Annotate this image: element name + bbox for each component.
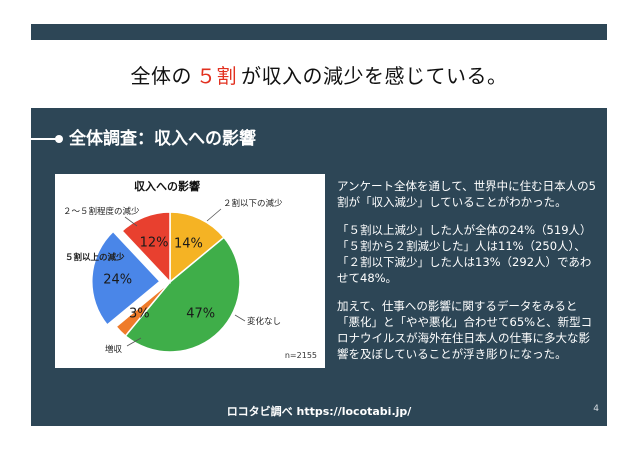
pie-category-label: 増収 <box>105 344 123 355</box>
pie-slice <box>124 236 241 353</box>
headline-accent: ５割 <box>196 63 237 88</box>
pie-category-label: ２～５割程度の減少 <box>63 206 140 217</box>
pie-category-label: ２割以下の減少 <box>223 198 283 209</box>
footer: ロコタビ調べ https://locotabi.jp/ 4 <box>31 396 607 426</box>
content-panel: 全体調査：収入への影響 収入への影響 14% ２割以下の減少 47% 変化なし 3% 増収… <box>31 108 607 396</box>
body-paragraph-3: 加えて、仕事への影響に関するデータをみると「悪化」と「やや悪化」合わせて65%と… <box>337 299 593 361</box>
slide: 全体の ５割 が収入の減少を感じている。 全体調査：収入への影響 収入への影響 … <box>31 24 607 426</box>
page-number: 4 <box>593 404 599 414</box>
pie-slice <box>169 211 225 284</box>
pie-chart: 収入への影響 14% ２割以下の減少 47% 変化なし 3% 増収 24% ５割以上の減少 12… <box>55 174 325 368</box>
section-title: 全体調査：収入への影響 <box>69 129 256 149</box>
section-line <box>31 138 57 140</box>
chart-note: n=2155 <box>285 351 317 360</box>
body-paragraph-2: 「５割以上減少」した人が全体の24%（519人）「５割から２割減少した」人は11… <box>337 223 592 285</box>
body-paragraph-1: アンケート全体を通して、世界中に住む日本人の5割が「収入減少」していることがわか… <box>337 179 596 209</box>
footer-text: ロコタビ調べ https://locotabi.jp/ <box>226 405 412 418</box>
pie-category-label: 変化なし <box>247 316 281 327</box>
pie-leader-line <box>126 337 142 347</box>
pie-chart-svg: 収入への影響 14% ２割以下の減少 47% 変化なし 3% 増収 24% ５割以上の減少 12… <box>63 179 317 360</box>
headline: 全体の ５割 が収入の減少を感じている。 <box>31 40 607 108</box>
pie-leader-line <box>206 208 222 222</box>
body-text: アンケート全体を通して、世界中に住む日本人の5割が「収入減少」していることがわか… <box>337 178 599 374</box>
headline-before: 全体の <box>130 63 192 88</box>
pie-percent-label: 24% <box>103 273 132 288</box>
chart-title: 収入への影響 <box>134 179 200 193</box>
pie-category-label: ５割以上の減少 <box>65 252 125 263</box>
pie-percent-label: 14% <box>174 237 203 252</box>
pie-percent-label: 47% <box>186 307 215 322</box>
pie-slice <box>121 211 171 284</box>
pie-leader-line <box>234 314 246 322</box>
top-bar <box>31 24 607 40</box>
pie-slice <box>89 228 164 329</box>
section-dot-icon <box>55 135 63 143</box>
pie-percent-label: 3% <box>129 307 150 322</box>
pie-leader-line <box>124 216 138 227</box>
pie-percent-label: 12% <box>140 236 169 251</box>
pie-slice <box>115 281 171 337</box>
headline-after: が収入の減少を感じている。 <box>241 63 508 88</box>
